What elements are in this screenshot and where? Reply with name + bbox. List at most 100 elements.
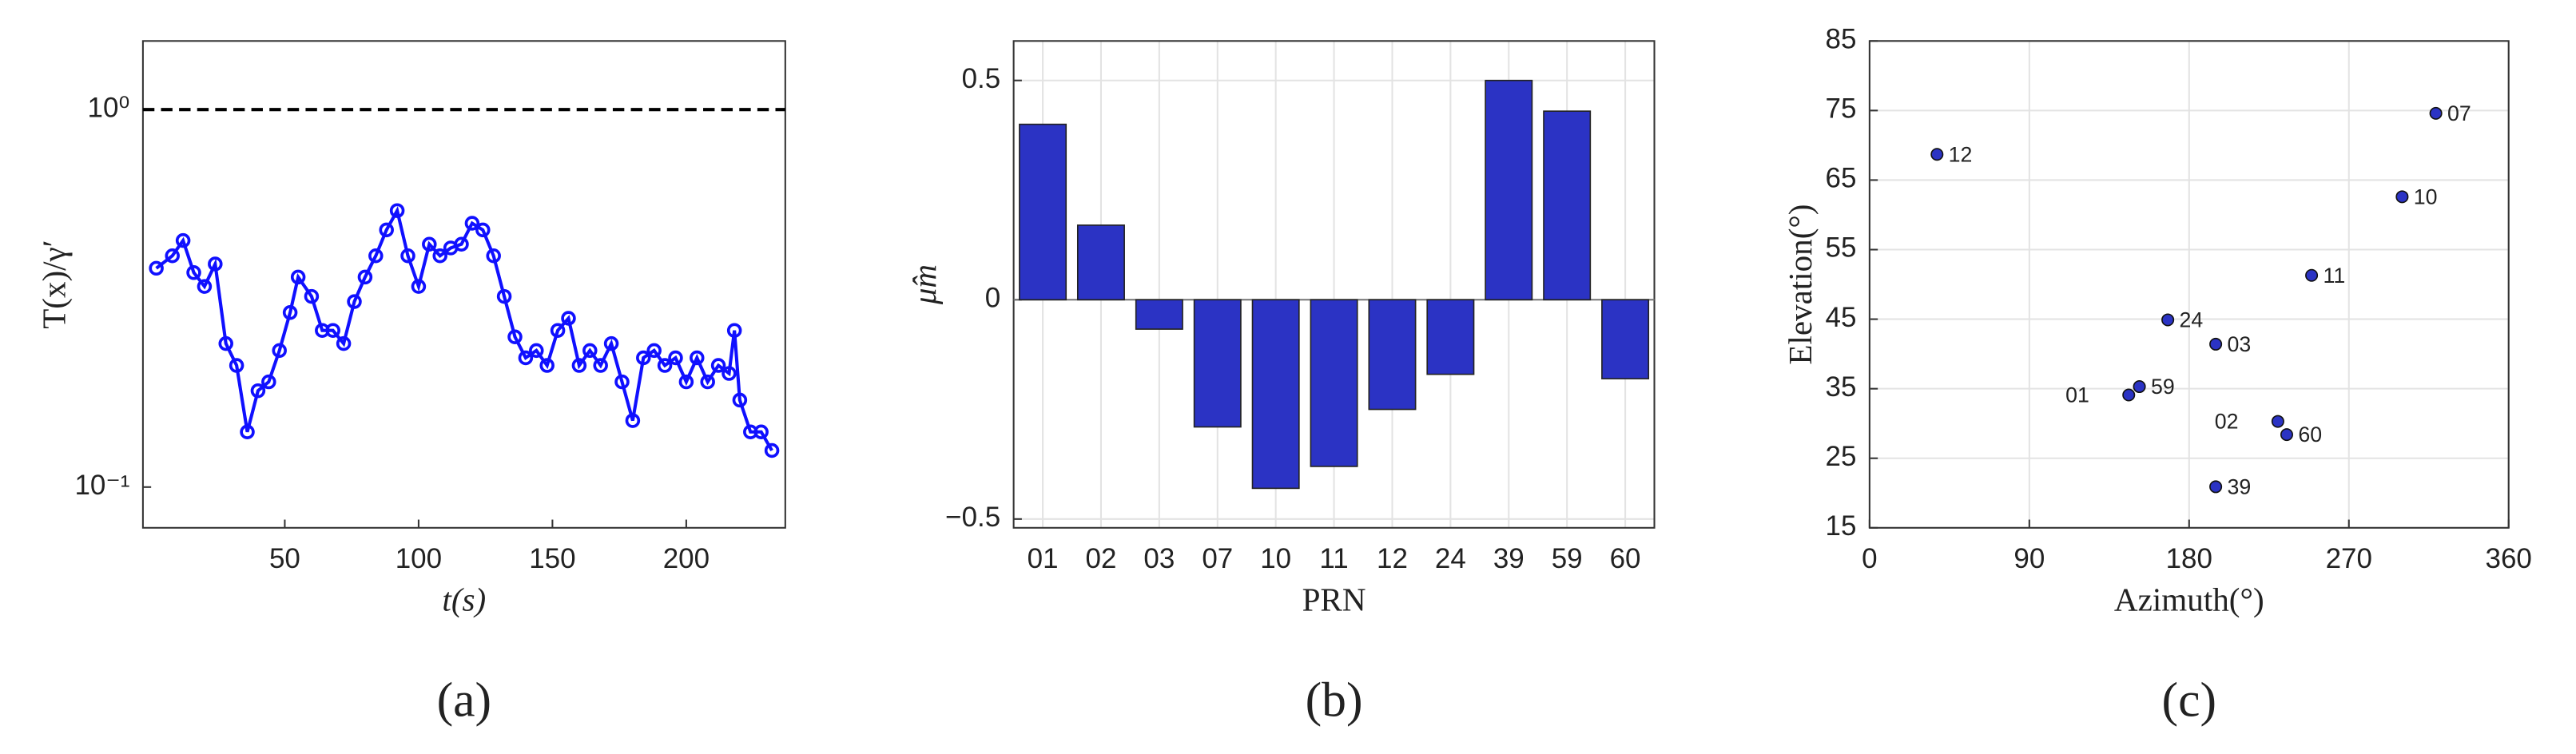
point [1930, 148, 1944, 161]
marker [282, 305, 298, 320]
y-tick-label: 0 [985, 283, 1000, 314]
marker [218, 335, 233, 351]
marker [389, 203, 405, 218]
marker [464, 216, 480, 231]
point-label: 02 [2215, 410, 2239, 434]
marker [197, 279, 213, 294]
marker [732, 392, 748, 408]
point [2133, 380, 2146, 394]
marker [571, 358, 587, 373]
x-tick-label: 24 [1435, 543, 1466, 574]
point [2280, 428, 2293, 442]
marker [304, 288, 320, 304]
marker [186, 265, 201, 280]
point [2161, 313, 2175, 327]
x-axis-label: PRN [1302, 581, 1366, 618]
point-label: 03 [2228, 332, 2252, 356]
point-label: 11 [2323, 264, 2345, 288]
point [2209, 337, 2223, 351]
x-tick-label: 60 [1610, 543, 1641, 574]
x-tick-label: 11 [1319, 543, 1348, 574]
chart: −0.5 0 0.5 PRN μ̂m (b) 01 02 03 07 10 11 12 24 39 59 60 [906, 40, 1656, 728]
caption: (c) [2162, 673, 2216, 728]
marker [250, 383, 266, 399]
marker [518, 350, 534, 366]
y-tick-label: 65 [1826, 163, 1857, 194]
x-tick-label: 50 [269, 543, 300, 574]
marker [400, 248, 415, 264]
y-tick-label: 35 [1826, 371, 1857, 403]
marker [726, 323, 742, 338]
point [2429, 106, 2443, 120]
marker [539, 358, 555, 373]
marker [646, 343, 662, 359]
x-tick-label: 150 [529, 543, 575, 574]
marker [325, 323, 340, 338]
series-line [155, 206, 773, 452]
point-label: 24 [2180, 308, 2204, 332]
x-tick-label: 180 [2166, 543, 2212, 574]
marker [603, 335, 619, 351]
bar [1076, 224, 1125, 301]
y-tick-label: −0.5 [945, 502, 1000, 533]
x-axis-label: t(s) [442, 581, 486, 618]
marker [496, 288, 512, 304]
marker [208, 256, 223, 272]
marker [175, 232, 191, 248]
x-tick-label: 0 [1862, 543, 1877, 574]
marker [454, 236, 469, 252]
y-axis-label: T(x)/γ′ [35, 240, 72, 328]
bar [1135, 299, 1183, 330]
marker [507, 329, 523, 344]
x-tick-label: 10 [1260, 543, 1291, 574]
x-tick-label: 90 [2013, 543, 2045, 574]
marker [753, 424, 769, 439]
point-label: 10 [2414, 185, 2438, 208]
x-tick-label: 12 [1377, 543, 1408, 574]
marker [336, 335, 352, 351]
plot-frame [1868, 40, 2510, 529]
chart: 15 25 35 45 55 65 75 85 0 90 180 270 360 Azimuth(°) El… [1782, 24, 2532, 728]
marker [593, 358, 608, 373]
marker [165, 248, 180, 264]
x-tick-label: 03 [1143, 543, 1175, 574]
caption: (b) [1306, 673, 1363, 728]
point [2395, 190, 2409, 204]
y-axis-label: Elevation(°) [1782, 204, 1819, 365]
point [2209, 480, 2223, 494]
plot-frame [1012, 40, 1656, 529]
marker [636, 350, 651, 366]
point-label: 12 [1949, 142, 1973, 166]
marker [700, 374, 715, 390]
marker [261, 374, 276, 390]
point [2122, 388, 2136, 402]
marker [347, 294, 362, 309]
marker [764, 442, 780, 458]
marker [710, 358, 726, 373]
marker [411, 279, 427, 294]
x-tick-label: 360 [2486, 543, 2532, 574]
bar [1251, 299, 1300, 490]
marker [668, 350, 683, 366]
marker [368, 248, 384, 264]
y-tick-label: 0.5 [962, 63, 1001, 94]
bar [1485, 79, 1533, 301]
marker [272, 343, 287, 359]
marker [475, 222, 491, 238]
bar [1543, 110, 1592, 301]
marker [229, 358, 244, 373]
marker [561, 311, 576, 326]
x-tick-label: 59 [1552, 543, 1583, 574]
x-tick-label: 02 [1086, 543, 1117, 574]
y-tick-label: 45 [1826, 302, 1857, 333]
y-axis-label: μ̂m [906, 264, 943, 305]
bar [1601, 299, 1650, 379]
y-tick-label: 55 [1826, 232, 1857, 264]
bar [1368, 299, 1417, 411]
marker [240, 424, 255, 439]
x-tick-label: 39 [1493, 543, 1525, 574]
chart: 10⁻¹ 10⁰ 50 100 150 200 t(s) T(x)/γ′ (a) [35, 40, 786, 728]
y-tick-label: 25 [1826, 441, 1857, 472]
bar [1193, 299, 1242, 428]
